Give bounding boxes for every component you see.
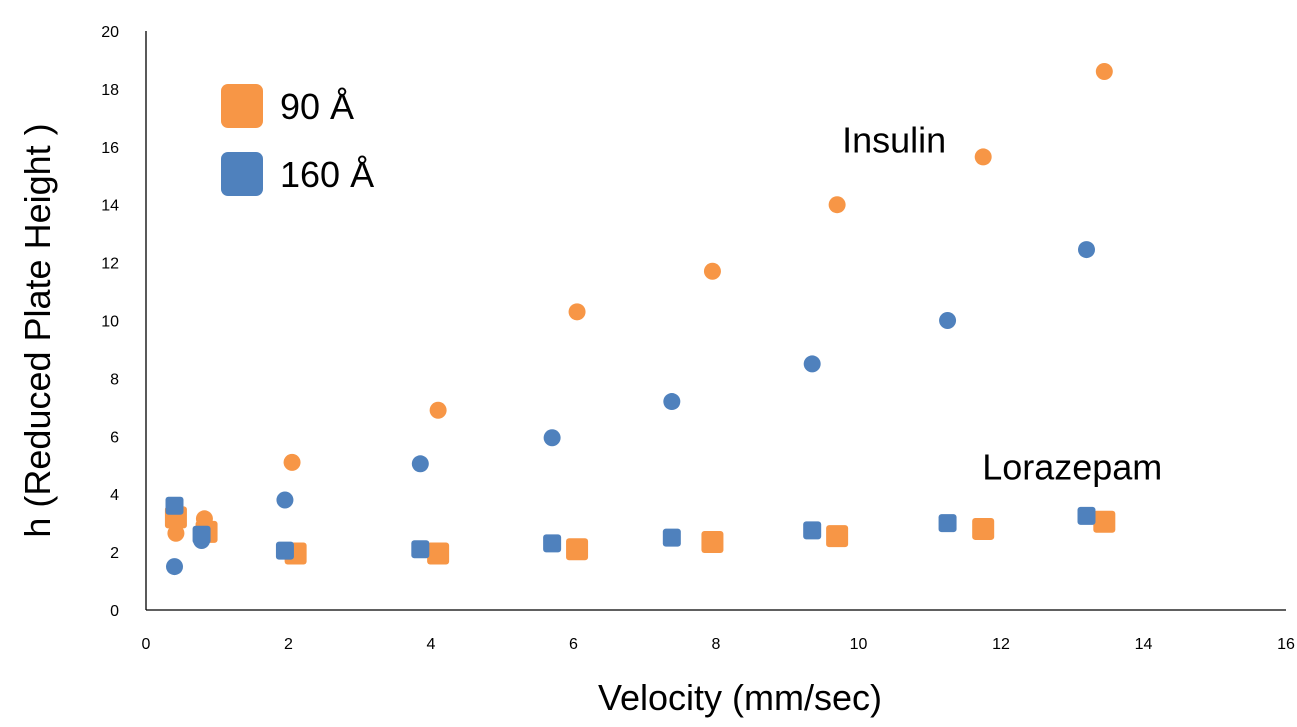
annotations: Insulin Lorazepam — [842, 120, 1162, 488]
y-tick-label: 8 — [110, 371, 119, 388]
data-point-circle — [803, 355, 821, 373]
axes — [145, 31, 1286, 611]
data-point-square — [972, 517, 995, 540]
y-tick-label: 0 — [110, 603, 119, 620]
y-tick-label: 4 — [110, 487, 119, 504]
x-tick-label: 6 — [569, 636, 578, 653]
legend-label: 90 Å — [280, 86, 354, 127]
data-point-square — [411, 540, 430, 559]
data-point-square — [566, 538, 589, 561]
data-point-square — [427, 542, 450, 565]
x-tick-label: 0 — [142, 636, 151, 653]
y-tick-label: 14 — [101, 198, 119, 215]
legend: 90 Å 160 Å — [221, 84, 374, 196]
data-point-circle — [1078, 241, 1095, 259]
chart-annotation: Insulin — [842, 120, 946, 161]
x-tick-label: 2 — [284, 636, 293, 653]
tick-labels: 0 2 4 6 8 10 12 14 16 0 2 4 6 8 10 12 14 16 18 20 — [101, 24, 1295, 653]
y-tick-label: 10 — [101, 314, 119, 331]
y-tick-label: 16 — [101, 140, 119, 157]
data-point-circle — [543, 429, 561, 447]
chart-annotation: Lorazepam — [982, 447, 1162, 488]
x-tick-label: 8 — [712, 636, 721, 653]
x-tick-label: 10 — [850, 636, 868, 653]
data-point-circle — [429, 401, 447, 419]
y-tick-label: 6 — [110, 429, 119, 446]
x-tick-label: 12 — [992, 636, 1010, 653]
data-point-circle — [283, 453, 301, 471]
data-point-circle — [166, 558, 183, 576]
data-point-square — [938, 514, 957, 533]
data-point-circle — [703, 262, 721, 280]
x-tick-label: 14 — [1135, 636, 1153, 653]
legend-marker — [221, 152, 263, 196]
data-point-square — [543, 534, 562, 553]
y-tick-label: 18 — [101, 82, 119, 99]
data-point-square — [701, 530, 724, 553]
data-point-square — [275, 541, 294, 560]
data-points — [164, 63, 1116, 576]
data-point-square — [1077, 506, 1096, 525]
data-point-circle — [167, 524, 185, 542]
data-point-circle — [568, 303, 586, 321]
data-point-square — [826, 525, 849, 548]
data-point-circle — [1095, 63, 1113, 81]
data-point-circle — [939, 312, 957, 329]
y-tick-label: 2 — [110, 545, 119, 562]
y-axis-title: h (Reduced Plate Height ) — [17, 123, 58, 537]
data-point-circle — [974, 148, 992, 166]
data-point-square — [165, 496, 184, 515]
data-point-circle — [411, 455, 429, 473]
data-point-square — [192, 525, 211, 544]
y-tick-label: 12 — [101, 256, 119, 273]
data-point-square — [803, 521, 822, 540]
data-point-circle — [276, 491, 294, 509]
data-point-square — [662, 528, 681, 547]
legend-label: 160 Å — [280, 154, 374, 195]
x-axis-title: Velocity (mm/sec) — [598, 677, 882, 718]
legend-marker — [221, 84, 263, 128]
x-tick-label: 4 — [427, 636, 436, 653]
data-point-circle — [663, 393, 681, 411]
y-tick-label: 20 — [101, 24, 119, 41]
data-point-circle — [828, 196, 846, 214]
x-tick-label: 16 — [1277, 636, 1295, 653]
data-point-square — [1093, 510, 1116, 533]
